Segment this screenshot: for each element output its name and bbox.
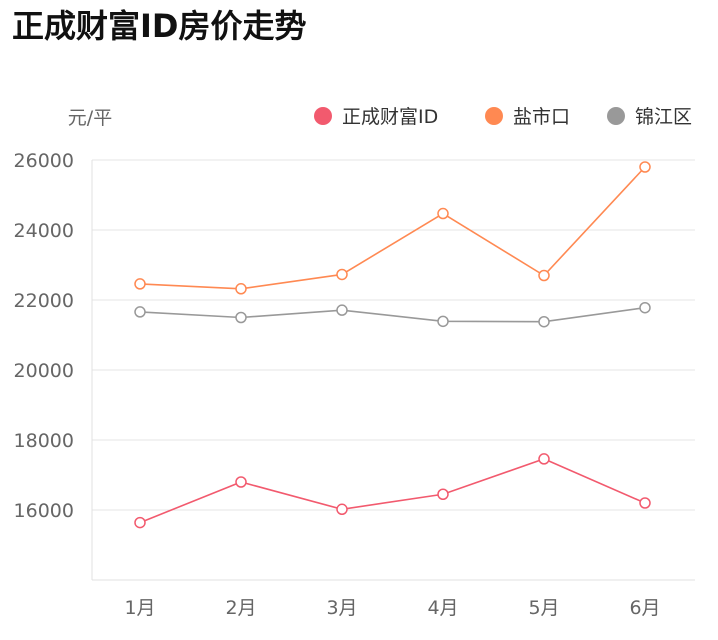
x-tick-label: 3月 (326, 597, 357, 619)
data-point[interactable] (538, 269, 550, 282)
series-1 (134, 453, 651, 529)
axes (91, 160, 695, 581)
x-tick-label: 5月 (528, 597, 559, 619)
data-point[interactable] (235, 311, 247, 324)
page-title: 正成财富ID房价走势 (12, 7, 307, 45)
data-point[interactable] (639, 497, 651, 509)
data-point[interactable] (134, 306, 146, 318)
legend-item[interactable]: 锦江区 (607, 106, 692, 128)
x-tick-label: 2月 (225, 597, 256, 619)
legend-marker (485, 107, 503, 125)
y-tick-label: 18000 (14, 430, 74, 452)
legend-marker (607, 107, 625, 125)
y-tick-label: 26000 (14, 150, 74, 172)
data-point[interactable] (336, 268, 348, 281)
data-point[interactable] (134, 278, 146, 290)
data-point[interactable] (235, 283, 247, 295)
data-point[interactable] (336, 304, 348, 316)
legend-label: 盐市口 (513, 106, 570, 128)
x-axis-ticks: 1月 2月 3月 4月 5月 6月 (124, 597, 660, 619)
legend-label: 正成财富ID (342, 106, 438, 128)
data-point[interactable] (639, 301, 651, 314)
series-line (139, 306, 646, 323)
grid-lines (92, 159, 695, 511)
legend-item[interactable]: 正成财富ID (314, 106, 438, 128)
series-line (139, 458, 646, 524)
y-tick-label: 16000 (14, 500, 74, 522)
series-3 (134, 301, 651, 328)
legend-label: 锦江区 (635, 106, 692, 128)
series-2 (134, 161, 651, 295)
legend[interactable]: 正成财富ID 盐市口 锦江区 (314, 106, 692, 128)
data-point[interactable] (538, 453, 550, 465)
data-point[interactable] (134, 516, 146, 529)
data-point[interactable] (639, 161, 651, 173)
y-tick-label: 22000 (14, 290, 74, 312)
data-point[interactable] (538, 315, 550, 328)
legend-marker (314, 107, 332, 125)
data-point[interactable] (437, 315, 449, 328)
data-point[interactable] (235, 476, 247, 488)
y-tick-label: 24000 (14, 220, 74, 242)
x-tick-label: 1月 (124, 597, 155, 619)
data-point[interactable] (437, 488, 449, 500)
series-group (134, 161, 651, 529)
y-axis-ticks: 16000 18000 20000 22000 24000 26000 (14, 150, 74, 522)
data-point[interactable] (336, 503, 348, 516)
x-tick-label: 4月 (427, 597, 458, 619)
x-tick-label: 6月 (629, 597, 660, 619)
y-axis-unit-label: 元/平 (68, 107, 112, 129)
series-line (139, 166, 646, 290)
data-point[interactable] (437, 207, 449, 220)
y-tick-label: 20000 (14, 360, 74, 382)
legend-item[interactable]: 盐市口 (485, 106, 570, 128)
